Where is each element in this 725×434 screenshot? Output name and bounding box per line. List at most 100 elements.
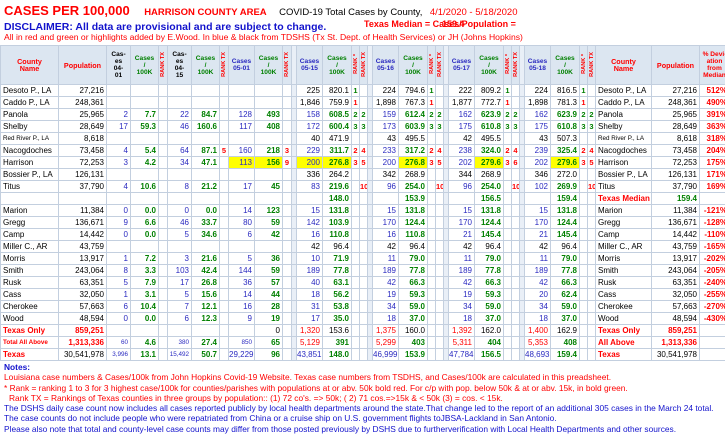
data-cell[interactable] [428,301,436,313]
data-cell[interactable] [131,85,159,97]
data-cell[interactable]: 189 [297,265,323,277]
data-cell[interactable]: 1 [428,97,436,109]
data-cell[interactable]: 3,996 [107,349,131,361]
data-cell[interactable]: 142 [297,217,323,229]
data-cell[interactable] [159,205,168,217]
data-cell[interactable] [580,337,588,349]
data-cell[interactable] [436,229,444,241]
data-cell[interactable]: 336 [297,169,323,181]
data-cell[interactable]: 495.5 [399,133,428,145]
data-cell[interactable] [283,253,292,265]
data-cell[interactable] [428,133,436,145]
data-cell[interactable]: 0.0 [192,205,220,217]
data-cell[interactable] [159,325,168,337]
data-cell[interactable] [352,325,360,337]
data-cell[interactable]: 15 [373,205,399,217]
data-cell[interactable] [229,97,255,109]
data-cell[interactable]: 13,917 [59,253,107,265]
data-cell[interactable]: 131.8 [399,205,428,217]
data-cell[interactable]: 3 [428,121,436,133]
data-cell[interactable] [131,169,159,181]
data-cell[interactable]: 603.9 [399,121,428,133]
data-cell[interactable] [428,181,436,193]
data-cell[interactable] [283,85,292,97]
data-cell[interactable]: 3 [580,157,588,169]
data-cell[interactable] [436,337,444,349]
data-cell[interactable]: 170 [449,217,475,229]
data-cell[interactable]: 13,917 [652,253,700,265]
data-cell[interactable] [512,289,520,301]
data-cell[interactable]: 4.2 [131,157,159,169]
data-cell[interactable]: 103.9 [323,217,352,229]
data-cell[interactable]: 1 [428,85,436,97]
data-cell[interactable] [588,193,596,205]
data-cell[interactable] [168,97,192,109]
data-cell[interactable]: 3 [504,157,512,169]
data-cell[interactable]: 495.5 [475,133,504,145]
county-cell[interactable]: Bossier P., LA [596,169,652,181]
data-cell[interactable] [588,337,596,349]
data-cell[interactable] [159,193,168,205]
data-cell[interactable]: 224 [373,85,399,97]
data-cell[interactable]: 34.6 [192,229,220,241]
data-cell[interactable] [360,217,368,229]
data-cell[interactable] [283,289,292,301]
data-cell[interactable]: 59 [255,217,283,229]
county-cell[interactable]: Harrison [1,157,59,169]
data-cell[interactable] [220,181,229,193]
data-cell[interactable] [504,349,512,361]
data-cell[interactable]: 34 [449,301,475,313]
data-cell[interactable]: 233 [373,145,399,157]
county-cell[interactable]: Bossier P., LA [1,169,59,181]
data-cell[interactable] [283,301,292,313]
data-cell[interactable] [360,289,368,301]
data-cell[interactable]: 128 [229,109,255,121]
data-cell[interactable]: 110.8 [323,229,352,241]
data-cell[interactable]: 2 [352,145,360,157]
data-cell[interactable]: 64 [168,145,192,157]
data-cell[interactable]: 202 [449,157,475,169]
data-cell[interactable] [168,85,192,97]
data-cell[interactable] [580,229,588,241]
data-cell[interactable]: 0 [168,205,192,217]
data-cell[interactable]: 50.7 [192,349,220,361]
data-cell[interactable]: 153.6 [323,325,352,337]
data-cell[interactable]: 0 [107,313,131,325]
data-cell[interactable]: 145.4 [475,229,504,241]
data-cell[interactable]: 42 [373,277,399,289]
data-cell[interactable]: 162.9 [551,325,580,337]
data-cell[interactable] [229,193,255,205]
data-cell[interactable] [352,229,360,241]
data-cell[interactable]: 17 [168,277,192,289]
data-cell[interactable]: 15 [525,205,551,217]
data-cell[interactable]: 222 [449,85,475,97]
data-cell[interactable]: 11 [373,253,399,265]
data-cell[interactable]: 159.4 [551,349,580,361]
data-cell[interactable]: 391 [323,337,352,349]
data-cell[interactable]: 46,999 [373,349,399,361]
data-cell[interactable] [588,169,596,181]
data-cell[interactable]: 218 [255,145,283,157]
data-cell[interactable]: 42 [373,241,399,253]
data-cell[interactable] [580,241,588,253]
data-cell[interactable]: 0.0 [131,205,159,217]
data-cell[interactable]: 269.9 [551,181,580,193]
data-cell[interactable]: 2 [580,109,588,121]
data-cell[interactable]: 1 [352,97,360,109]
data-cell[interactable]: 14 [229,205,255,217]
data-cell[interactable] [220,325,229,337]
data-cell[interactable] [504,265,512,277]
county-cell[interactable]: Cherokee [596,301,652,313]
county-cell[interactable]: Texas [1,349,59,361]
data-cell[interactable]: 318% [700,133,725,145]
data-cell[interactable] [283,133,292,145]
data-cell[interactable]: 60 [107,337,131,349]
data-cell[interactable]: -255% [700,289,725,301]
data-cell[interactable]: 131.8 [323,205,352,217]
data-cell[interactable] [360,313,368,325]
data-cell[interactable]: 131.8 [551,205,580,217]
data-cell[interactable] [512,301,520,313]
data-cell[interactable]: 59.0 [399,301,428,313]
data-cell[interactable]: 820.1 [323,85,352,97]
data-cell[interactable]: 45 [255,181,283,193]
